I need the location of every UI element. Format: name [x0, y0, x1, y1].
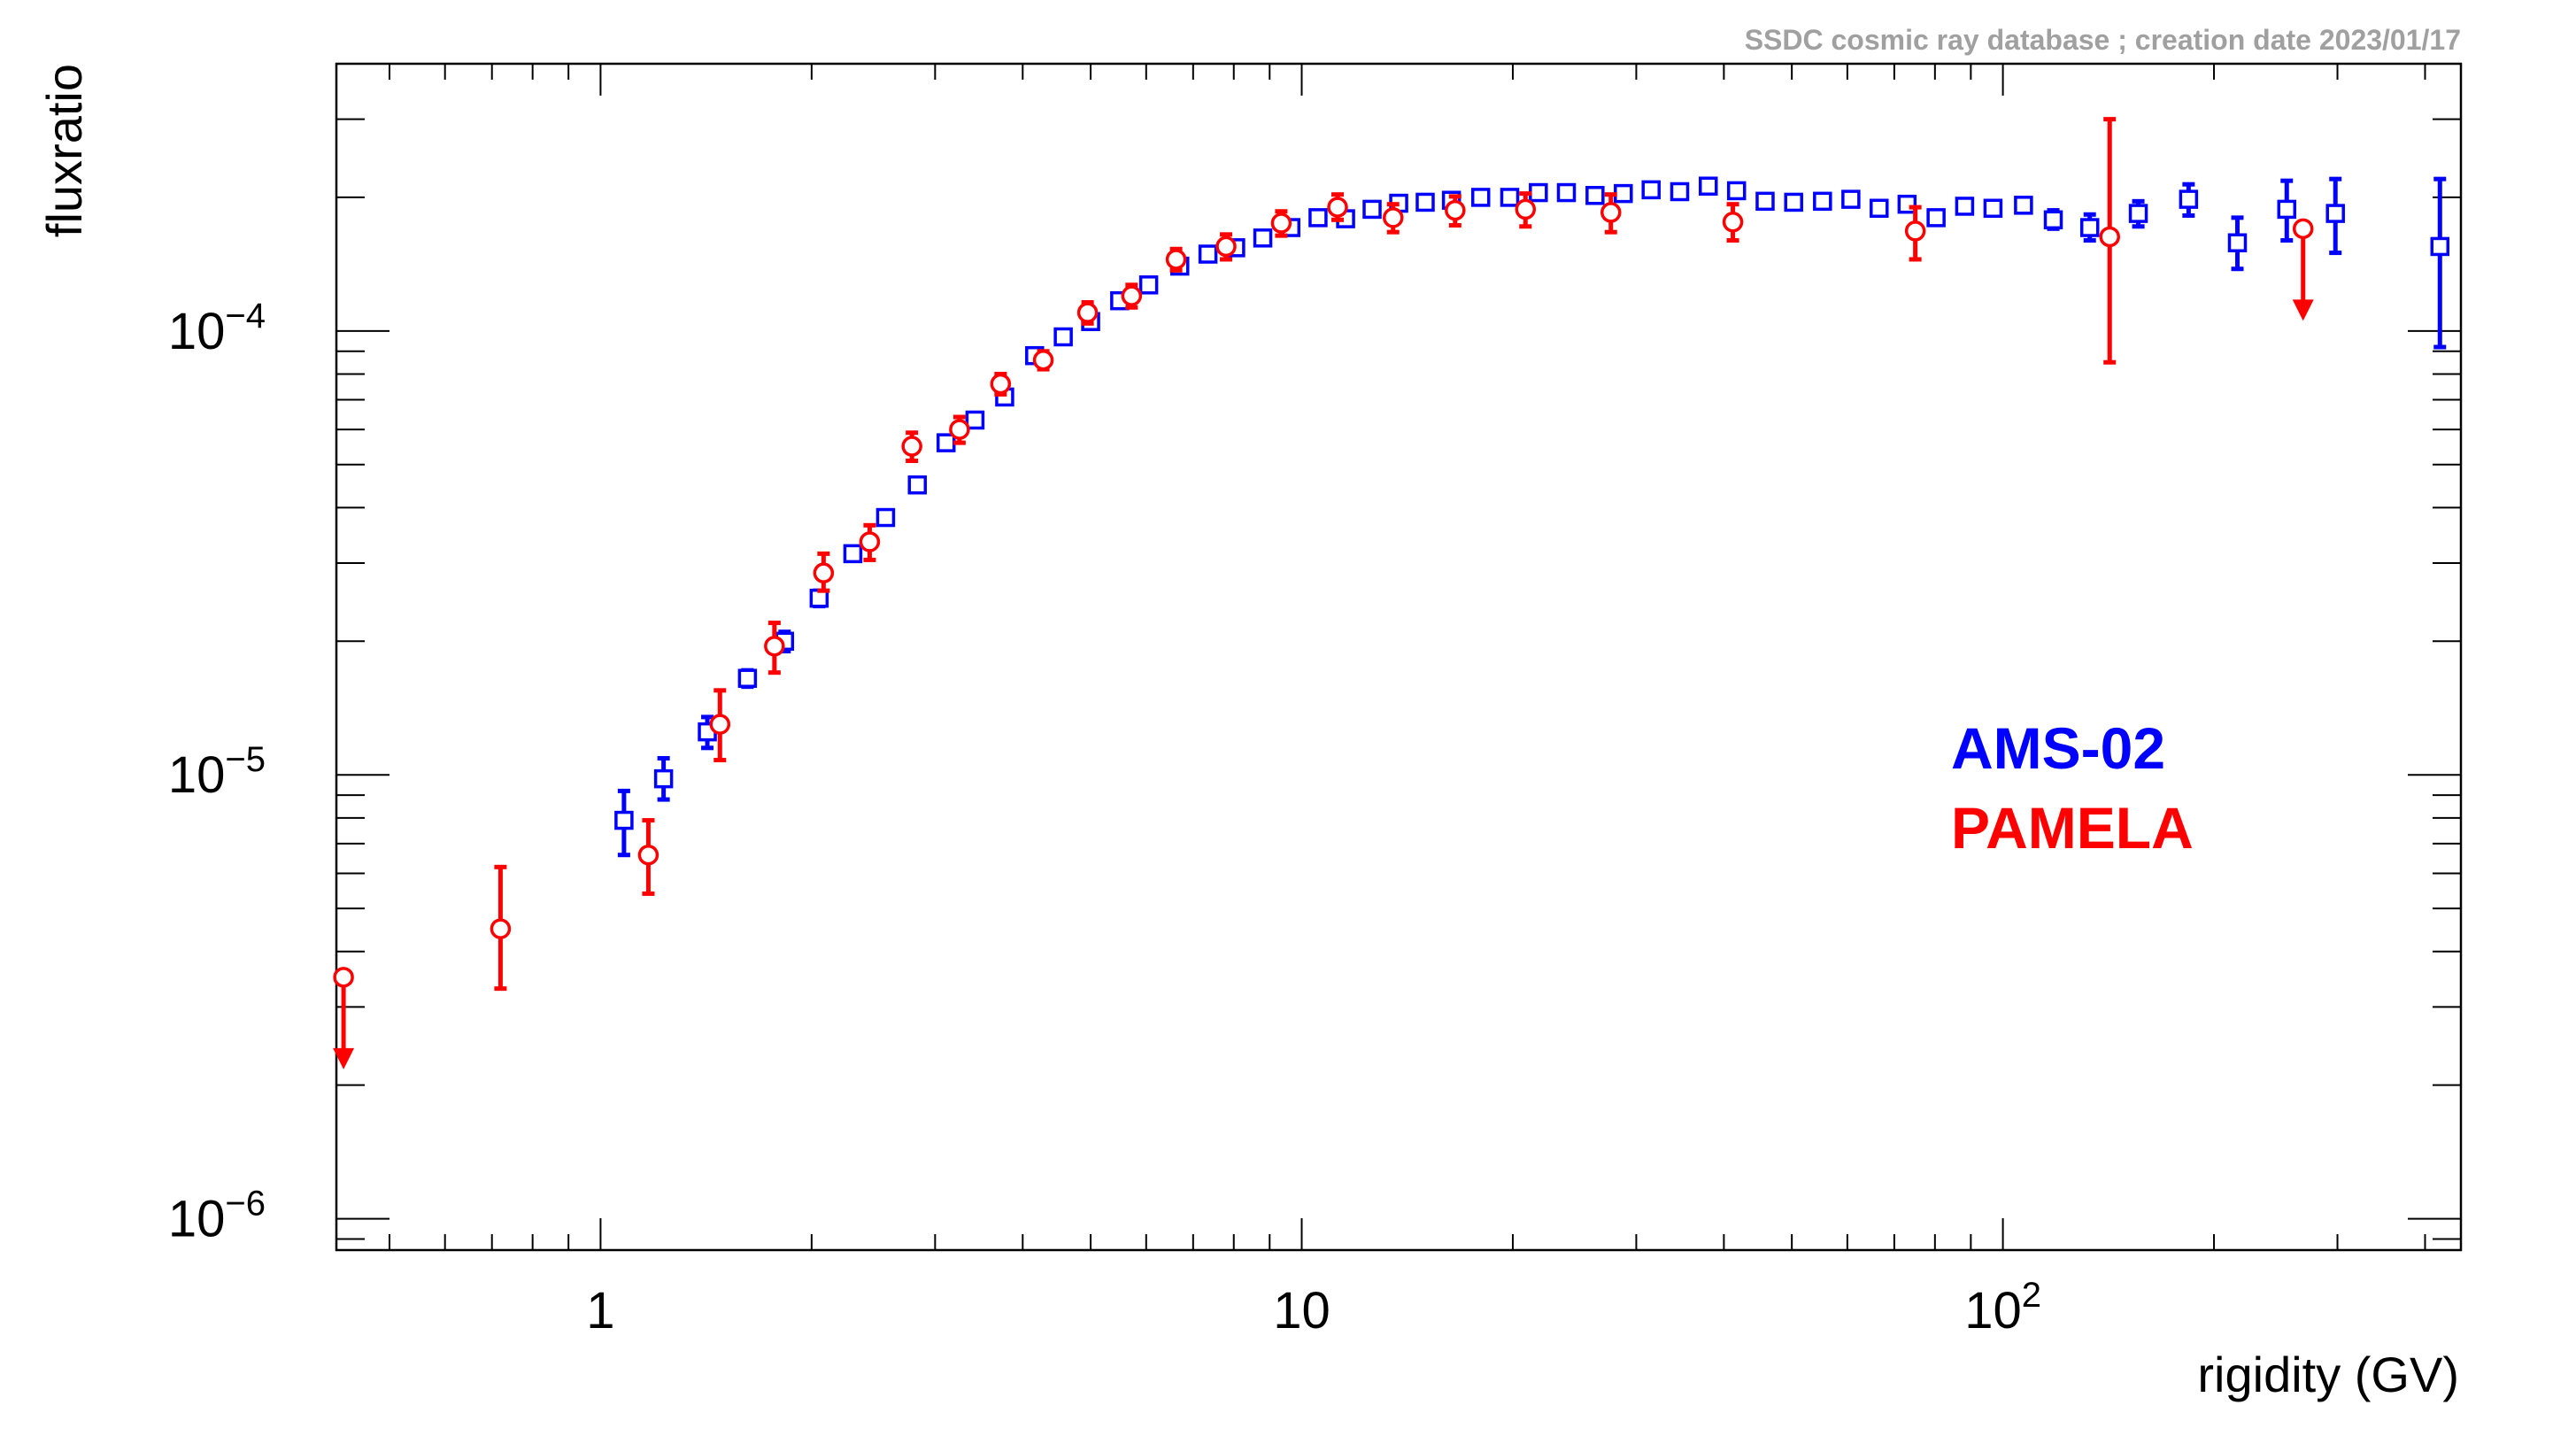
data-point — [764, 636, 785, 657]
data-point — [813, 562, 835, 583]
data-point — [1121, 285, 1143, 306]
data-point — [1813, 191, 1832, 212]
x-tick-label: 102 — [1964, 1276, 2041, 1339]
data-point — [333, 967, 354, 988]
series-layer — [333, 117, 2450, 1069]
y-tick-label: 10−6 — [168, 1185, 266, 1248]
data-point — [2430, 236, 2450, 257]
data-point — [2099, 226, 2120, 248]
data-point — [1698, 176, 1718, 196]
legend-entry-ams-02: AMS-02 — [1951, 715, 2165, 781]
data-point — [1585, 186, 1605, 205]
data-point — [1926, 208, 1946, 228]
data-point — [1270, 212, 1292, 234]
data-point — [901, 436, 922, 457]
data-point — [1445, 199, 1466, 221]
data-point — [965, 410, 985, 430]
data-point — [907, 475, 928, 495]
x-axis-title: rigidity (GV) — [2197, 1347, 2459, 1402]
data-point — [1556, 182, 1577, 203]
data-point — [1904, 220, 1926, 242]
data-point — [1600, 202, 1622, 223]
data-point — [2325, 204, 2345, 223]
data-point — [2227, 233, 2248, 253]
data-point — [1983, 198, 2003, 218]
data-point — [949, 419, 970, 440]
data-point — [1308, 208, 1328, 228]
data-point — [1032, 349, 1054, 371]
data-point — [1253, 228, 1273, 248]
upper-limit-arrow — [2292, 299, 2314, 321]
data-point — [875, 507, 896, 528]
data-point — [2079, 218, 2100, 237]
data-point — [1870, 198, 1889, 218]
data-point — [843, 544, 863, 564]
data-point — [2292, 218, 2314, 240]
plot-frame — [335, 62, 2463, 1252]
data-point — [1138, 275, 1159, 295]
x-tick-label: 1 — [586, 1282, 614, 1339]
series-pamela — [333, 117, 2314, 1069]
credit-text: SSDC cosmic ray database ; creation date… — [1745, 24, 2461, 56]
data-point — [1670, 181, 1690, 202]
legend-entry-pamela: PAMELA — [1951, 795, 2194, 861]
data-point — [1614, 183, 1633, 204]
data-point — [1382, 207, 1404, 228]
data-point — [1641, 180, 1661, 200]
data-point — [1784, 192, 1803, 212]
data-point — [2277, 199, 2297, 220]
upper-limit-arrow — [333, 1047, 355, 1069]
data-point — [490, 918, 512, 939]
data-point — [1755, 191, 1775, 212]
data-point — [1470, 188, 1491, 207]
data-point — [1198, 244, 1218, 264]
data-point — [2014, 196, 2033, 215]
data-point — [2179, 189, 2199, 209]
data-point — [737, 668, 758, 688]
y-tick-label: 10−5 — [168, 740, 266, 804]
data-point — [637, 844, 659, 866]
series-ams-02 — [614, 176, 2450, 858]
data-point — [936, 433, 956, 452]
axis-ticks — [336, 63, 2461, 1250]
data-point — [653, 768, 674, 789]
axis-tick-labels: 1 10 102 10−6 10−5 10−4 — [168, 297, 2041, 1339]
data-point — [1076, 302, 1099, 323]
data-point — [709, 714, 731, 735]
data-point — [1500, 188, 1520, 207]
data-point — [859, 531, 881, 552]
y-tick-label: 10−4 — [168, 297, 266, 360]
data-point — [614, 810, 634, 830]
data-point — [2128, 204, 2148, 223]
data-point — [1955, 197, 1975, 216]
y-axis-title: fluxratio — [36, 64, 92, 237]
data-point — [1515, 198, 1537, 220]
data-point — [1053, 327, 1073, 347]
data-point — [1897, 194, 1917, 214]
data-point — [990, 373, 1012, 395]
x-tick-label: 10 — [1273, 1282, 1330, 1339]
data-point — [1722, 212, 1744, 233]
data-point — [1215, 235, 1237, 258]
data-point — [1726, 181, 1747, 201]
data-point — [1841, 189, 1861, 209]
data-point — [1327, 197, 1348, 218]
data-point — [1165, 249, 1187, 270]
data-point — [2043, 210, 2063, 230]
data-point — [1362, 199, 1382, 220]
data-point — [1415, 192, 1435, 212]
data-point — [1529, 182, 1548, 203]
